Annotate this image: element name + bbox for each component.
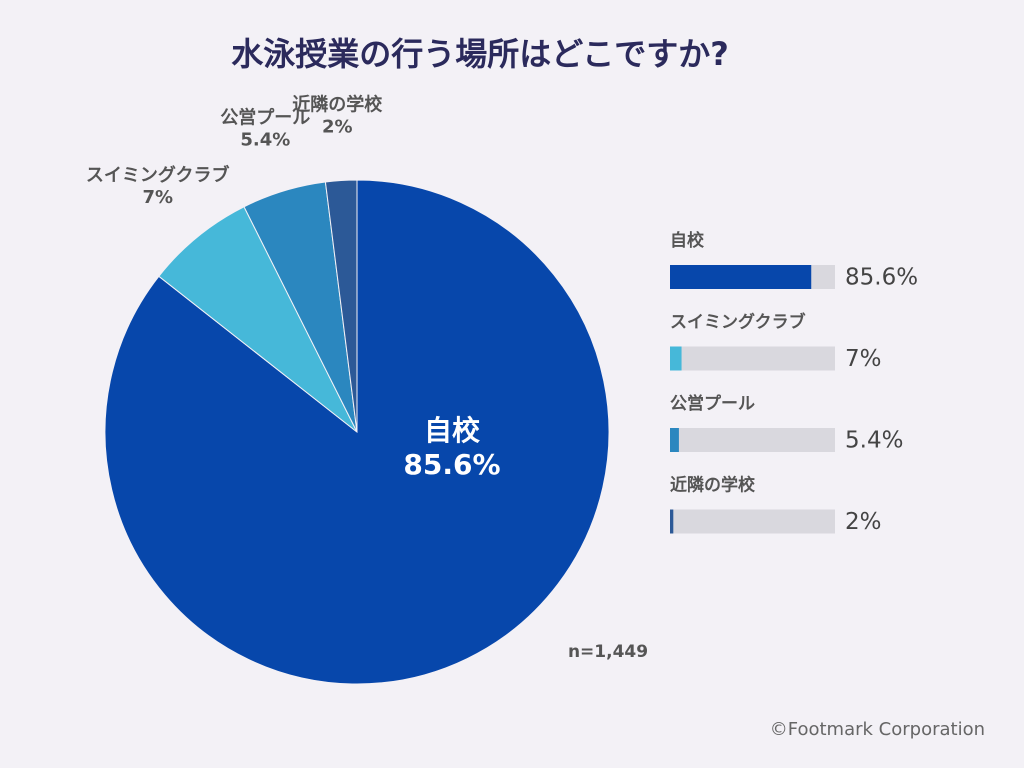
legend-label: 公営プール: [670, 393, 755, 414]
slice-value-label: 7%: [142, 187, 173, 208]
annotation: n=1,449: [568, 642, 648, 662]
slice-value-label: 5.4%: [240, 130, 290, 151]
bar: [670, 265, 812, 289]
bar-value-label: 85.6%: [845, 265, 918, 291]
slice-label: 近隣の学校: [292, 94, 383, 116]
bar-track: [670, 428, 835, 452]
slice-value-label: 85.6%: [403, 448, 500, 481]
bar-value-label: 5.4%: [845, 428, 903, 454]
pie-slice: [324, 179, 358, 433]
bar-track: [670, 346, 835, 371]
slice-value-label: 2%: [322, 117, 353, 138]
pie-slice: [158, 206, 358, 433]
legend-label: スイミングクラブ: [670, 312, 806, 333]
legend-label: 近隣の学校: [670, 475, 756, 496]
bar: [670, 509, 674, 534]
slice-label: スイミングクラブ: [86, 164, 230, 186]
chart-title: 水泳授業の行う場所はどこですか?: [231, 35, 729, 73]
source: ©Footmark Corporation: [770, 719, 985, 740]
legend-label: 自校: [670, 230, 705, 251]
bar-value-label: 2%: [845, 509, 882, 535]
bar: [670, 428, 679, 452]
slice-label: 自校: [424, 414, 481, 447]
bar: [670, 346, 682, 371]
bar-value-label: 7%: [845, 346, 882, 372]
slice-label: 公営プール: [220, 107, 310, 129]
bar-track: [670, 509, 835, 534]
